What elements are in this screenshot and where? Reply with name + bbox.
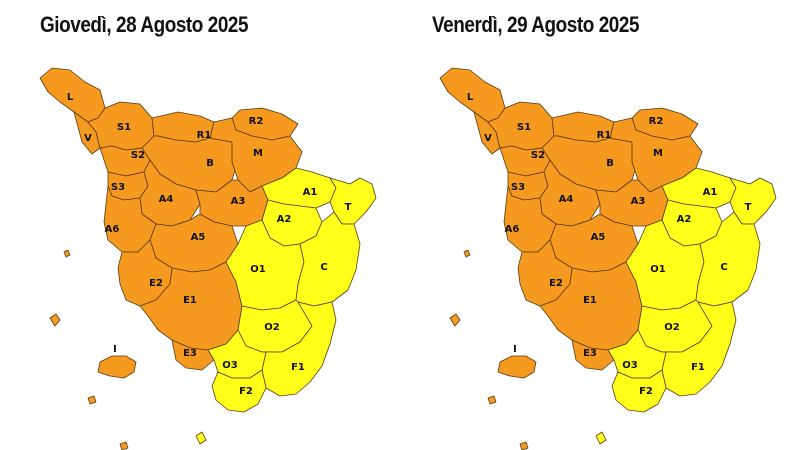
zone-label-i: I	[513, 344, 517, 355]
tuscany-alert-map: L V S1 R1 R2 S2 B M S3 A4 A3 A6 A5 E2 E1 E3 I A1 T A2 O1 C O2 F…	[39, 67, 377, 450]
zone-label-e2: E2	[549, 278, 563, 289]
zone-o3	[207, 329, 267, 379]
zone-label-e3: E3	[183, 348, 197, 359]
zone-f2	[211, 369, 267, 413]
zone-label-a1: A1	[703, 187, 718, 198]
zone-label-a5: A5	[591, 232, 606, 243]
zone-label-s2: S2	[131, 150, 145, 161]
zone-label-a3: A3	[631, 196, 646, 207]
islet-3	[487, 395, 497, 405]
panel-title: Giovedì, 28 Agosto 2025	[40, 12, 249, 37]
zone-label-s1: S1	[517, 122, 531, 133]
zone-label-a6: A6	[105, 224, 120, 235]
islet-5	[195, 431, 207, 445]
zone-label-r2: R2	[649, 116, 664, 127]
map-panel-friday: L V S1 R1 R2 S2 B M S3 A4 A3 A6 A5 E2 E1 E3 I A1 T A2 O1 C O2 F…	[400, 0, 800, 450]
zone-label-i: I	[113, 344, 117, 355]
zone-label-l: L	[67, 92, 74, 103]
tuscany-alert-map: L V S1 R1 R2 S2 B M S3 A4 A3 A6 A5 E2 E1 E3 I A1 T A2 O1 C O2 F…	[439, 67, 777, 450]
zone-label-a2: A2	[277, 214, 292, 225]
zone-label-o1: O1	[250, 264, 266, 275]
zone-label-b: B	[606, 158, 614, 169]
zone-label-s3: S3	[111, 182, 125, 193]
islet-2	[63, 249, 71, 258]
zone-label-c: C	[720, 262, 727, 273]
zone-label-f1: F1	[291, 362, 305, 373]
zone-label-t: T	[745, 202, 752, 213]
zone-label-e1: E1	[183, 295, 197, 306]
zone-i	[97, 355, 137, 379]
zone-f1	[261, 301, 337, 397]
zone-label-f1: F1	[691, 362, 705, 373]
zone-f1	[661, 301, 737, 397]
zone-m	[609, 117, 703, 193]
zone-label-s1: S1	[117, 122, 131, 133]
panel-title: Venerdì, 29 Agosto 2025	[432, 12, 640, 37]
zone-label-c: C	[320, 262, 327, 273]
zone-label-s3: S3	[511, 182, 525, 193]
islet-2	[463, 249, 471, 258]
zone-label-r2: R2	[249, 116, 264, 127]
zone-c	[295, 211, 361, 307]
zone-label-a3: A3	[231, 196, 246, 207]
zone-label-a2: A2	[677, 214, 692, 225]
zone-label-a4: A4	[159, 194, 174, 205]
map-panel-thursday: L V S1 R1 R2 S2 B M S3 A4 A3 A6 A5 E2 E1 E3 I A1 T A2 O1 C O2 F…	[39, 12, 377, 450]
zone-label-f2: F2	[639, 386, 653, 397]
zone-label-o3: O3	[622, 360, 638, 371]
zone-label-m: M	[653, 148, 663, 159]
islet-4	[519, 441, 529, 450]
zone-label-v: V	[84, 133, 92, 144]
zone-label-a1: A1	[303, 187, 318, 198]
zone-label-a4: A4	[559, 194, 574, 205]
zone-label-o2: O2	[264, 322, 280, 333]
zone-label-a6: A6	[505, 224, 520, 235]
zone-label-o3: O3	[222, 360, 238, 371]
islet-3	[87, 395, 97, 405]
zone-t	[329, 177, 377, 225]
zone-e3	[171, 339, 215, 371]
zone-label-l: L	[467, 92, 474, 103]
zone-label-s2: S2	[531, 150, 545, 161]
zone-f2	[611, 369, 667, 413]
zone-label-a5: A5	[191, 232, 206, 243]
islet-5	[595, 431, 607, 445]
zone-i	[497, 355, 537, 379]
zone-c	[695, 211, 761, 307]
islet-4	[119, 441, 129, 450]
zone-label-r1: R1	[197, 130, 212, 141]
zone-label-b: B	[206, 158, 214, 169]
islet-1	[49, 313, 61, 327]
zone-label-t: T	[345, 202, 352, 213]
zone-label-e2: E2	[149, 278, 163, 289]
islet-1	[449, 313, 461, 327]
zone-label-r1: R1	[597, 130, 612, 141]
zone-t	[729, 177, 777, 225]
zone-label-o1: O1	[650, 264, 666, 275]
zone-e3	[571, 339, 615, 371]
zone-label-e1: E1	[583, 295, 597, 306]
zone-label-m: M	[253, 148, 263, 159]
zone-label-e3: E3	[583, 348, 597, 359]
zone-label-o2: O2	[664, 322, 680, 333]
zone-label-f2: F2	[239, 386, 253, 397]
zone-m	[209, 117, 303, 193]
zone-o3	[607, 329, 667, 379]
zone-label-v: V	[484, 133, 492, 144]
